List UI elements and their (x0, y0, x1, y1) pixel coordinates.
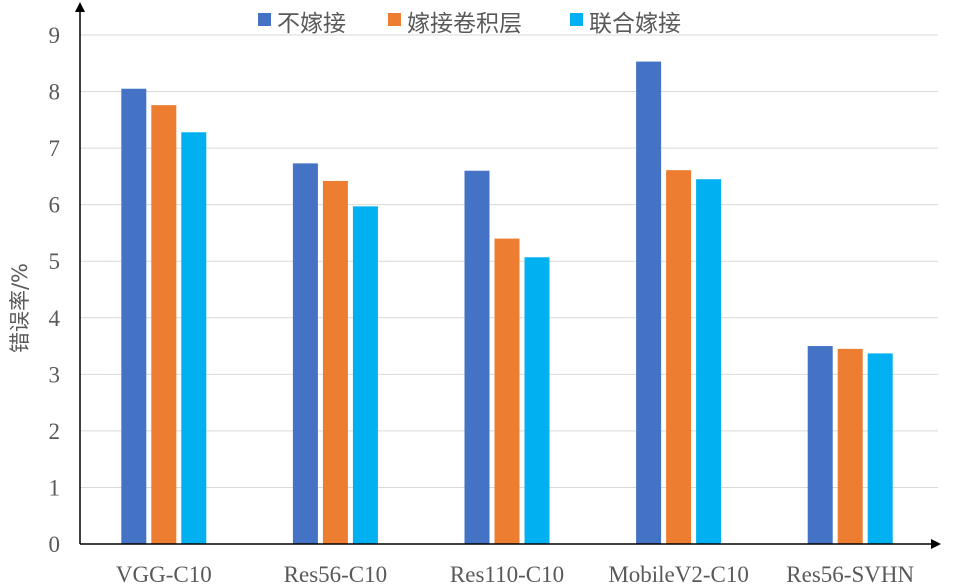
x-category-label: MobileV2-C10 (608, 562, 749, 587)
bar-1-1 (121, 88, 147, 544)
y-tick-label: 4 (49, 306, 61, 331)
y-tick-label: 1 (49, 475, 61, 500)
legend-swatch (388, 13, 401, 26)
bar-1-2 (292, 163, 318, 544)
x-axis-arrow (931, 539, 941, 549)
y-tick-label: 2 (49, 419, 61, 444)
x-category-label: Res110-C10 (450, 562, 564, 587)
bar-3-4 (696, 179, 722, 544)
y-axis-arrow (75, 2, 85, 12)
x-category-label: VGG-C10 (116, 562, 212, 587)
x-category-label: Res56-C10 (284, 562, 388, 587)
legend-label: 不嫁接 (277, 11, 346, 37)
bars (121, 61, 893, 544)
legend: 不嫁接 嫁接卷积层 联合嫁接 (258, 11, 681, 37)
y-tick-label: 0 (49, 532, 61, 557)
legend-swatch (570, 13, 583, 26)
bar-3-5 (867, 353, 893, 544)
legend-label: 联合嫁接 (589, 11, 681, 37)
bar-1-3 (464, 170, 490, 544)
x-category-labels: VGG-C10 Res56-C10 Res110-C10 MobileV2-C10 Re… (116, 562, 915, 587)
legend-swatch (258, 13, 271, 26)
bar-2-4 (666, 170, 692, 544)
bar-2-3 (494, 238, 520, 544)
bar-3-2 (352, 206, 378, 544)
y-tick-label: 3 (49, 362, 61, 387)
axes (75, 2, 941, 549)
y-tick-label: 9 (49, 23, 61, 48)
bar-2-1 (151, 105, 177, 544)
y-axis-title: 错误率/% (8, 263, 32, 353)
legend-label: 嫁接卷积层 (407, 11, 522, 37)
y-tick-label: 7 (49, 136, 61, 161)
y-tick-labels: 0 1 2 3 4 5 6 7 8 9 (49, 23, 61, 557)
y-tick-label: 8 (49, 80, 61, 105)
bar-1-5 (807, 346, 833, 544)
bar-2-5 (837, 348, 863, 544)
bar-2-2 (322, 180, 348, 544)
x-category-label: Res56-SVHN (786, 562, 914, 587)
y-tick-label: 5 (49, 249, 61, 274)
bar-3-3 (524, 257, 550, 544)
y-tick-label: 6 (49, 193, 61, 218)
bar-1-4 (636, 61, 662, 544)
bar-3-1 (181, 132, 207, 544)
